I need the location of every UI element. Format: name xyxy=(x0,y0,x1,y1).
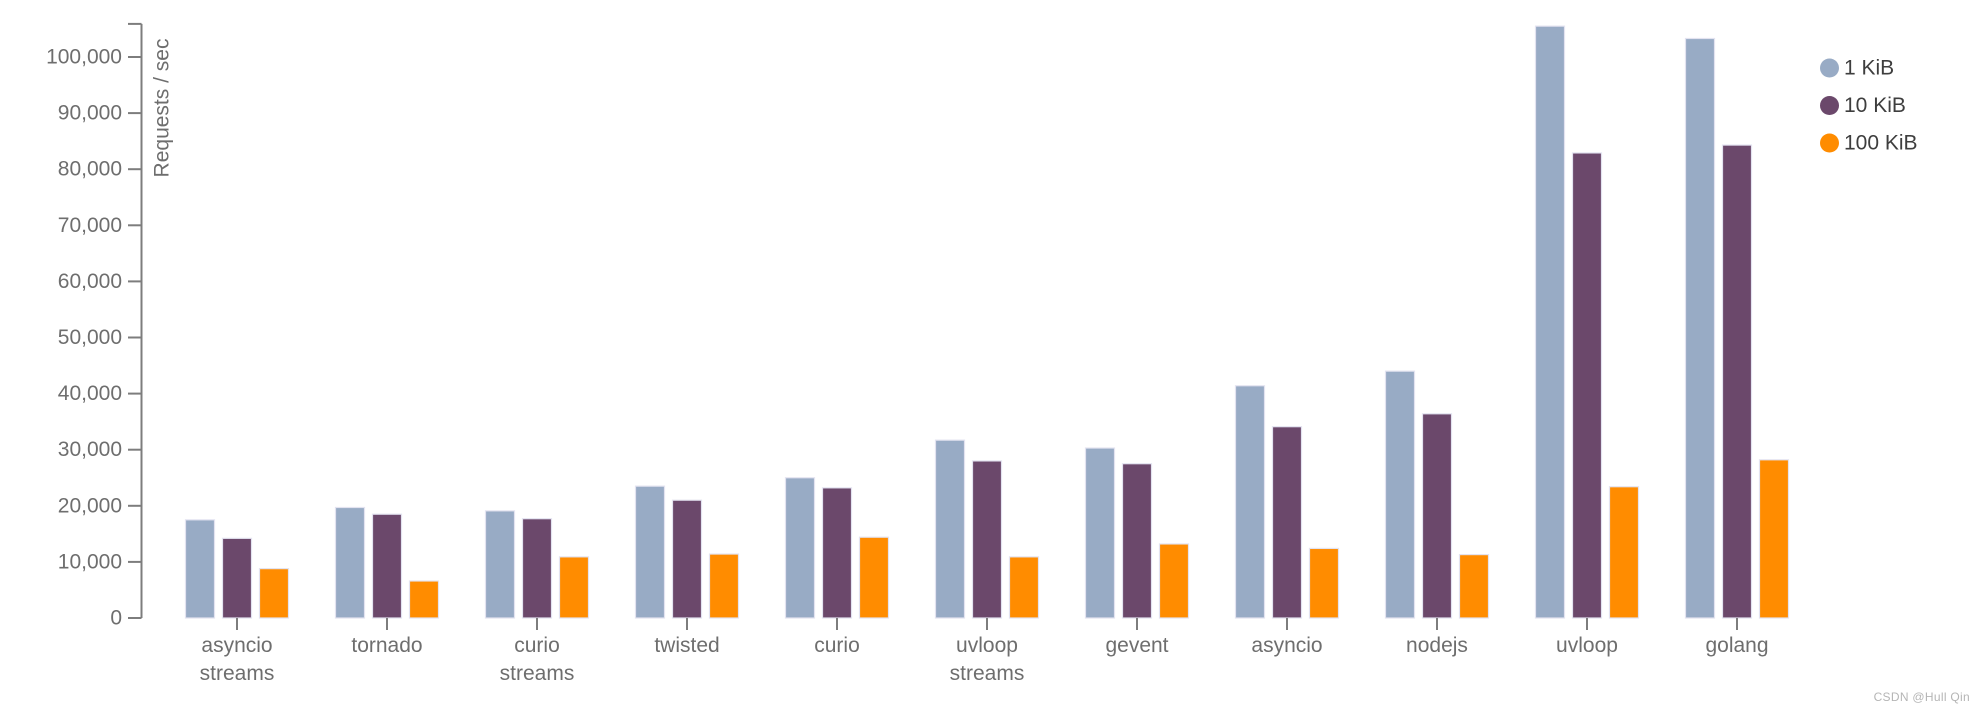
bar-asyncio-streams-100-kib xyxy=(258,568,290,619)
category-label-curio-streams: streams xyxy=(500,662,575,685)
bar-curio-streams-100-kib xyxy=(558,556,590,619)
bar-asyncio-streams-10-kib xyxy=(221,537,253,619)
category-label-curio: curio xyxy=(814,634,860,657)
bar-gevent-1-kib xyxy=(1084,447,1116,619)
bar-gevent-10-kib xyxy=(1121,463,1153,619)
legend-swatch-100-kib xyxy=(1820,133,1839,153)
y-tick-label: 0 xyxy=(110,607,122,630)
bar-nodejs-10-kib xyxy=(1421,413,1453,619)
bar-curio-100-kib xyxy=(858,536,890,619)
bar-golang-100-kib xyxy=(1758,459,1790,619)
category-label-asyncio-streams: asyncio xyxy=(201,634,272,657)
bar-uvloop-1-kib xyxy=(1534,25,1566,619)
category-label-tornado: tornado xyxy=(351,634,422,657)
category-label-uvloop-streams: uvloop xyxy=(956,634,1018,657)
y-tick-label: 60,000 xyxy=(58,270,122,293)
bar-golang-10-kib xyxy=(1721,144,1753,619)
bar-nodejs-100-kib xyxy=(1458,554,1490,619)
category-label-uvloop: uvloop xyxy=(1556,634,1618,657)
legend-swatch-1-kib xyxy=(1820,58,1839,78)
bar-uvloop-streams-1-kib xyxy=(934,439,966,619)
bar-tornado-1-kib xyxy=(334,506,366,619)
category-label-asyncio: asyncio xyxy=(1251,634,1322,657)
bar-asyncio-streams-1-kib xyxy=(184,519,216,619)
bar-asyncio-10-kib xyxy=(1271,426,1303,619)
bar-uvloop-100-kib xyxy=(1608,486,1640,619)
legend-label-100-kib: 100 KiB xyxy=(1844,132,1918,155)
legend-swatch-10-kib xyxy=(1820,96,1839,115)
bar-asyncio-100-kib xyxy=(1308,547,1340,619)
bar-uvloop-10-kib xyxy=(1571,152,1603,619)
y-tick-label: 50,000 xyxy=(58,326,122,349)
y-axis-title: Requests / sec xyxy=(151,39,174,178)
y-tick-label: 80,000 xyxy=(58,158,122,181)
bar-curio-10-kib xyxy=(821,487,853,619)
category-label-twisted: twisted xyxy=(654,634,719,657)
y-tick-label: 40,000 xyxy=(58,382,122,405)
category-label-uvloop-streams: streams xyxy=(950,662,1025,685)
bar-curio-1-kib xyxy=(784,477,816,619)
y-tick-label: 90,000 xyxy=(58,102,122,125)
category-label-nodejs: nodejs xyxy=(1406,634,1468,657)
bar-twisted-10-kib xyxy=(671,499,703,619)
bar-uvloop-streams-100-kib xyxy=(1008,556,1040,619)
bar-twisted-100-kib xyxy=(708,553,740,619)
legend-label-1-kib: 1 KiB xyxy=(1844,57,1894,80)
category-label-golang: golang xyxy=(1705,634,1768,657)
bar-nodejs-1-kib xyxy=(1384,370,1416,619)
y-tick-label: 100,000 xyxy=(46,46,122,69)
bar-asyncio-1-kib xyxy=(1234,385,1266,619)
bar-curio-streams-10-kib xyxy=(521,518,553,619)
bar-uvloop-streams-10-kib xyxy=(971,460,1003,619)
bar-tornado-10-kib xyxy=(371,513,403,619)
y-tick-label: 10,000 xyxy=(58,550,122,573)
bar-golang-1-kib xyxy=(1684,37,1716,619)
y-tick-label: 20,000 xyxy=(58,494,122,517)
category-label-curio-streams: curio xyxy=(514,634,560,657)
legend-label-10-kib: 10 KiB xyxy=(1844,94,1906,117)
category-label-gevent: gevent xyxy=(1105,634,1168,657)
y-tick-label: 30,000 xyxy=(58,438,122,461)
y-tick-label: 70,000 xyxy=(58,214,122,237)
bar-gevent-100-kib xyxy=(1158,543,1190,619)
bar-curio-streams-1-kib xyxy=(484,510,516,619)
bar-twisted-1-kib xyxy=(634,485,666,619)
bar-tornado-100-kib xyxy=(408,580,440,619)
watermark: CSDN @Hull Qin xyxy=(1873,690,1970,704)
category-label-asyncio-streams: streams xyxy=(200,662,275,685)
